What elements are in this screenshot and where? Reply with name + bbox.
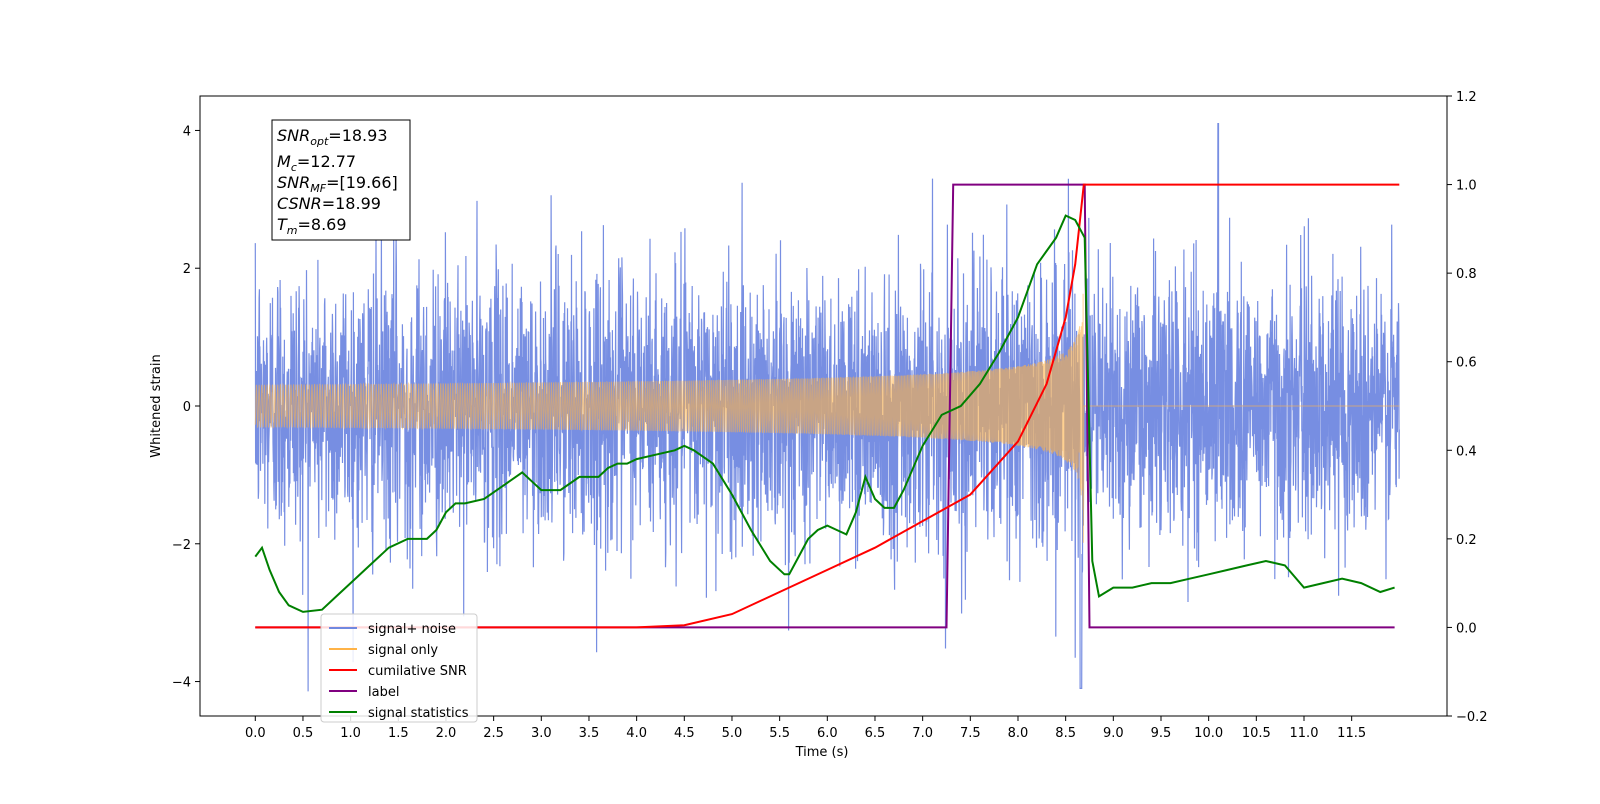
y-tick-label: 4 [183, 124, 191, 139]
y2-tick-label: 0.2 [1456, 533, 1477, 548]
x-tick-label: 1.5 [388, 726, 409, 741]
x-tick-label: 11.5 [1337, 726, 1366, 741]
x-tick-label: 0.5 [293, 726, 314, 741]
x-tick-label: 6.0 [817, 726, 838, 741]
x-tick-label: 9.0 [1103, 726, 1124, 741]
x-tick-label: 7.5 [960, 726, 981, 741]
series-signal-only-line [254, 293, 1400, 543]
x-tick-label: 2.5 [483, 726, 504, 741]
y2-tick-label: 0.6 [1456, 356, 1477, 371]
x-axis-label: Time (s) [795, 745, 849, 760]
y2-tick-label: 0.8 [1456, 267, 1477, 282]
x-tick-label: 11.0 [1290, 726, 1319, 741]
x-tick-label: 2.0 [436, 726, 457, 741]
x-tick-label: 4.0 [626, 726, 647, 741]
info-mc: Mc=12.77 [277, 152, 356, 174]
legend-label: cumilative SNR [368, 664, 467, 679]
y2-tick-label: 0.4 [1456, 444, 1477, 459]
x-tick-label: 7.0 [912, 726, 933, 741]
x-tick-label: 10.0 [1194, 726, 1223, 741]
x-tick-label: 5.0 [722, 726, 743, 741]
x-tick-label: 4.5 [674, 726, 695, 741]
y-tick-label: −4 [172, 676, 191, 691]
info-snr-mf: SNRMF=[19.66] [277, 173, 398, 195]
x-tick-label: 6.5 [865, 726, 886, 741]
info-csnr: CSNR=18.99 [277, 194, 381, 213]
y2-tick-label: −0.2 [1456, 710, 1488, 725]
y2-tick-label: 0.0 [1456, 621, 1477, 636]
y-tick-label: 2 [183, 262, 191, 277]
x-tick-label: 1.0 [340, 726, 361, 741]
legend-label: signal statistics [368, 706, 469, 721]
y-tick-label: 0 [183, 400, 191, 415]
x-tick-label: 9.5 [1151, 726, 1172, 741]
y2-tick-label: 1.0 [1456, 179, 1477, 194]
legend-label: signal+ noise [368, 622, 456, 637]
y-axis-label: Whitened strain [149, 354, 164, 457]
legend: signal+ noise signal only cumilative SNR la… [320, 613, 478, 723]
series-cumulative-snr-line [255, 183, 1400, 629]
series-label-line [255, 183, 1395, 629]
info-snr-opt: SNRopt=18.93 [277, 126, 388, 148]
y2-tick-label: 1.2 [1456, 90, 1477, 105]
info-tm: Tm=8.69 [277, 215, 347, 237]
series-signal-statistics-line [254, 214, 1395, 613]
y-tick-label: −2 [172, 538, 191, 553]
x-tick-label: 10.5 [1242, 726, 1271, 741]
x-tick-label: 8.5 [1055, 726, 1076, 741]
x-tick-label: 0.0 [245, 726, 266, 741]
x-tick-label: 3.5 [579, 726, 600, 741]
x-tick-label: 5.5 [769, 726, 790, 741]
x-tick-label: 8.0 [1008, 726, 1029, 741]
legend-label: label [368, 685, 399, 700]
info-box: SNRopt=18.93 Mc=12.77 SNRMF=[19.66] CSNR… [271, 119, 411, 241]
x-tick-label: 3.0 [531, 726, 552, 741]
legend-label: signal only [368, 643, 438, 658]
